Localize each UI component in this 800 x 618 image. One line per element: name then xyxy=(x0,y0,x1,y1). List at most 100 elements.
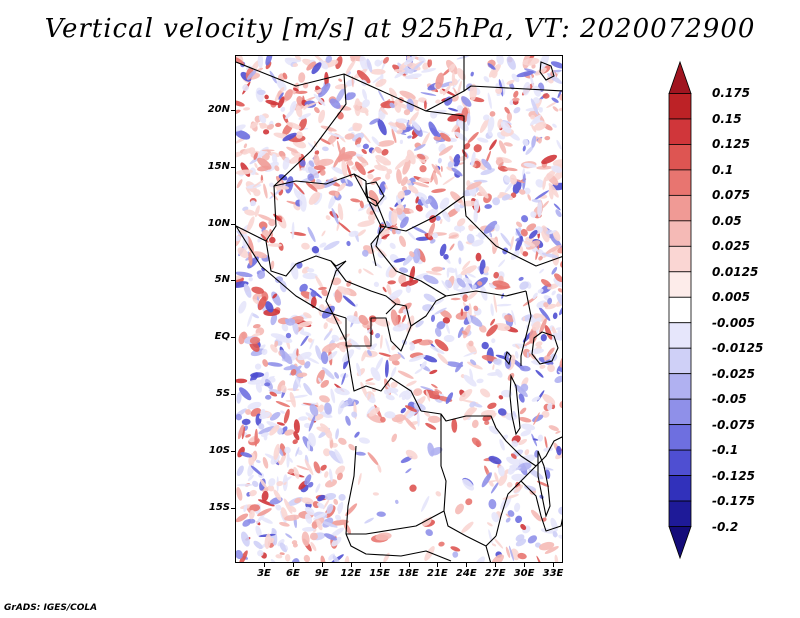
colorbar-level-label: 0.125 xyxy=(712,137,750,152)
country-borders xyxy=(236,56,562,562)
colorbar-swatch xyxy=(668,475,692,502)
lat-tick-label: 5N xyxy=(214,274,230,286)
colorbar-swatch xyxy=(668,118,692,145)
map-panel xyxy=(235,55,563,563)
lat-tick xyxy=(231,223,235,225)
grads-credit: GrADS: IGES/COLA xyxy=(4,603,98,613)
lake-outline xyxy=(504,350,512,366)
lat-tick xyxy=(231,450,235,452)
border-line xyxy=(345,533,452,562)
colorbar-swatch xyxy=(668,93,692,120)
border-line xyxy=(420,410,497,429)
lat-tick-label: 10N xyxy=(207,217,230,229)
border-line xyxy=(443,510,497,547)
border-line xyxy=(520,480,562,532)
colorbar-swatch xyxy=(668,526,692,560)
colorbar-swatch xyxy=(668,271,692,298)
colorbar-level-label: -0.2 xyxy=(712,519,739,534)
border-line xyxy=(485,545,492,562)
colorbar-swatch xyxy=(668,60,692,94)
colorbar-level-label: 0.075 xyxy=(712,188,750,203)
lon-tick-label: 21E xyxy=(427,568,448,579)
colorbar-level-label: -0.1 xyxy=(712,443,739,458)
border-line xyxy=(332,313,422,412)
colorbar-level-label: -0.0125 xyxy=(712,341,764,356)
lakes xyxy=(365,61,559,518)
lon-tick-label: 9E xyxy=(314,568,329,579)
colorbar-level-label: 0.0125 xyxy=(712,264,759,279)
lat-tick xyxy=(231,394,235,395)
lat-tick-label: 20N xyxy=(207,104,230,115)
lon-tick xyxy=(350,563,352,567)
lat-tick-label: EQ xyxy=(214,331,230,343)
lon-tick xyxy=(495,563,497,567)
lon-tick xyxy=(553,563,554,567)
lake-outline xyxy=(509,373,521,436)
colorbar xyxy=(668,60,692,560)
vertical-velocity-map xyxy=(236,56,562,562)
border-line xyxy=(353,173,387,267)
colorbar-level-label: -0.075 xyxy=(712,417,755,432)
colorbar-level-label: -0.05 xyxy=(712,392,747,407)
lon-tick-label: 6E xyxy=(285,568,300,579)
lon-tick-label: 24E xyxy=(455,568,477,579)
lon-tick-label: 3E xyxy=(257,568,271,579)
lat-tick-label: 5S xyxy=(215,388,230,399)
colorbar-swatch xyxy=(668,347,692,375)
lat-tick-label: 15N xyxy=(207,160,230,172)
lake-outline xyxy=(539,61,555,81)
lat-tick xyxy=(231,166,235,168)
lon-tick xyxy=(321,563,323,567)
colorbar-level-label: 0.1 xyxy=(712,162,734,177)
border-line xyxy=(345,445,357,535)
border-line xyxy=(520,290,532,366)
lon-tick xyxy=(524,563,526,567)
border-line xyxy=(495,465,537,537)
colorbar-level-label: -0.005 xyxy=(712,315,755,330)
border-line xyxy=(375,225,527,297)
lake-outline xyxy=(537,450,551,518)
lon-tick-label: 30E xyxy=(513,568,535,579)
lon-tick-label: 18E xyxy=(398,568,419,579)
colorbar-level-label: 0.025 xyxy=(712,239,750,254)
border-line xyxy=(236,56,465,112)
border-line xyxy=(330,260,397,305)
border-line xyxy=(236,73,347,242)
colorbar-swatch xyxy=(668,169,692,196)
lon-tick-label: 12E xyxy=(340,568,362,579)
border-line xyxy=(463,85,562,92)
lon-tick xyxy=(437,563,439,567)
colorbar-swatch xyxy=(668,322,692,349)
colorbar-swatch xyxy=(668,500,692,527)
lon-tick xyxy=(466,563,468,567)
colorbar-level-label: -0.125 xyxy=(712,468,755,483)
lat-tick xyxy=(231,507,235,509)
lon-tick-label: 27E xyxy=(484,568,506,579)
lon-tick xyxy=(292,563,294,567)
colorbar-swatch xyxy=(668,373,692,400)
colorbar-swatch xyxy=(668,245,692,273)
border-line xyxy=(273,173,367,187)
velocity-field xyxy=(236,56,562,562)
border-line xyxy=(265,240,347,277)
colorbar-level-label: 0.005 xyxy=(712,290,750,305)
colorbar-level-label: -0.175 xyxy=(712,494,755,509)
colorbar-swatch xyxy=(668,398,692,426)
lat-tick-label: 10S xyxy=(208,444,230,456)
colorbar-level-label: 0.15 xyxy=(712,111,742,126)
colorbar-swatch xyxy=(668,194,692,222)
colorbar-level-label: -0.025 xyxy=(712,366,755,381)
border-line xyxy=(410,295,447,327)
lake-outline xyxy=(531,331,559,365)
colorbar-swatch xyxy=(668,449,692,476)
border-line xyxy=(345,303,412,352)
colorbar-level-label: 0.175 xyxy=(712,86,750,101)
lat-tick xyxy=(231,110,235,111)
lat-tick-label: 15S xyxy=(208,501,230,513)
lake-outline xyxy=(365,181,385,207)
lon-tick-label: 15E xyxy=(369,568,390,579)
lat-tick xyxy=(231,280,235,282)
border-line xyxy=(236,225,334,315)
lon-tick xyxy=(408,563,410,567)
lon-tick xyxy=(264,563,265,567)
